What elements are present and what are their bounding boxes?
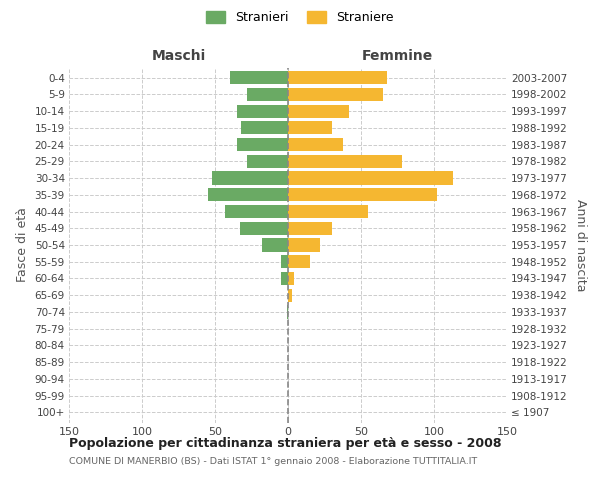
Bar [230,71,288,84]
Bar [262,238,288,252]
Y-axis label: Fasce di età: Fasce di età [16,208,29,282]
Bar [208,188,288,202]
Bar [288,104,349,118]
Bar [288,71,387,84]
Bar [288,288,292,302]
Bar [281,272,288,285]
Bar [241,122,288,134]
Text: Maschi: Maschi [151,48,206,62]
Bar [288,88,383,101]
Bar [212,172,288,184]
Text: Popolazione per cittadinanza straniera per età e sesso - 2008: Popolazione per cittadinanza straniera p… [69,438,502,450]
Bar [288,138,343,151]
Bar [288,154,402,168]
Y-axis label: Anni di nascita: Anni di nascita [574,198,587,291]
Bar [288,122,332,134]
Bar [288,255,310,268]
Text: COMUNE DI MANERBIO (BS) - Dati ISTAT 1° gennaio 2008 - Elaborazione TUTTITALIA.I: COMUNE DI MANERBIO (BS) - Dati ISTAT 1° … [69,458,477,466]
Bar [237,104,288,118]
Bar [288,222,332,235]
Bar [237,138,288,151]
Bar [240,222,288,235]
Bar [287,306,288,318]
Bar [247,154,288,168]
Bar [288,188,437,202]
Bar [281,255,288,268]
Bar [225,205,288,218]
Bar [288,238,320,252]
Bar [288,272,294,285]
Bar [288,172,453,184]
Bar [247,88,288,101]
Text: Femmine: Femmine [362,48,433,62]
Legend: Stranieri, Straniere: Stranieri, Straniere [202,6,398,29]
Bar [288,205,368,218]
